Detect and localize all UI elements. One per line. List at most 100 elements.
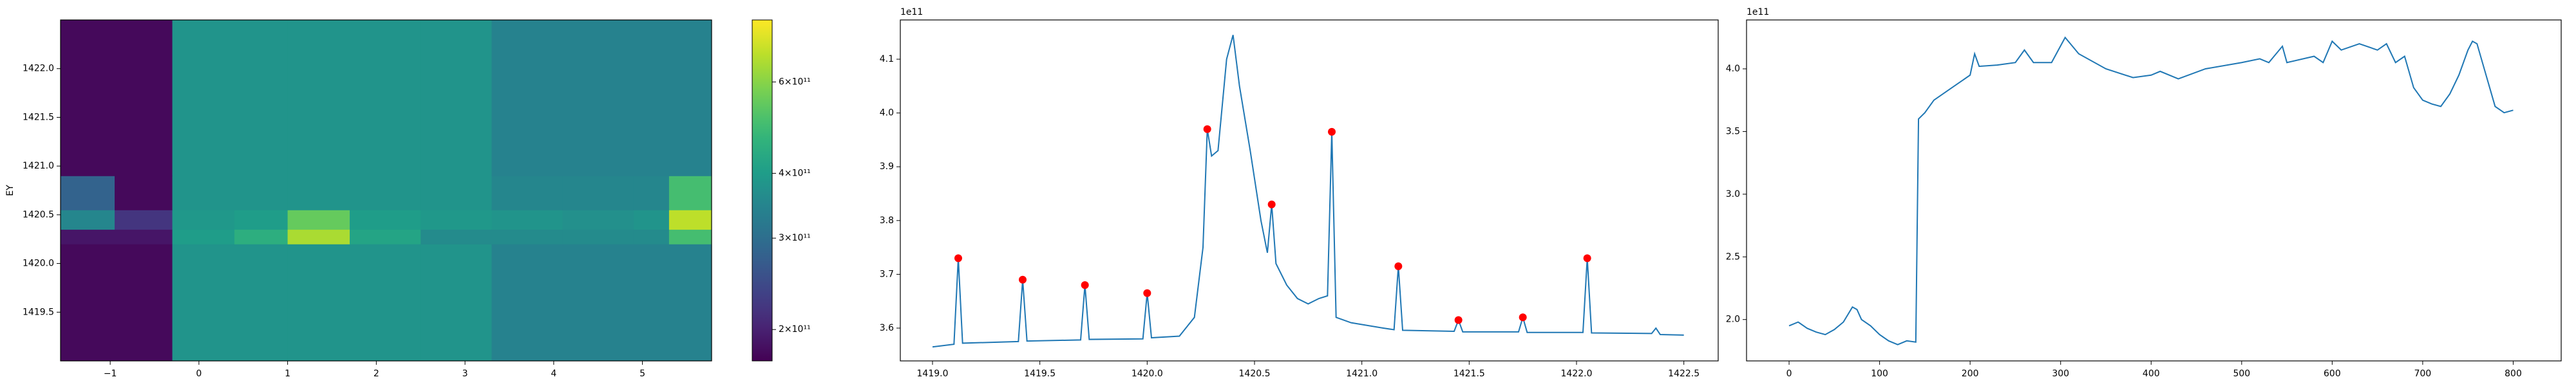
heatmap-cell [562,176,634,210]
heatmap-cell [350,176,421,210]
y-tick-label: 1421.5 [23,112,54,122]
line-series [1788,36,2514,345]
x-tick-label: 400 [2143,369,2160,379]
heatmap-cell [562,210,634,230]
peak-marker [1267,200,1276,208]
heatmap-cell [172,176,235,210]
peak-marker [954,254,962,262]
offset-text: 1e11 [1747,7,1769,17]
heatmap-cell [115,176,173,210]
heatmap-cell [287,20,350,176]
heatmap-cell [234,176,289,210]
x-tick-label: 500 [2233,369,2250,379]
heatmap-cell [61,176,115,210]
plot-frame [900,19,1719,362]
heatmap-cell [172,20,235,176]
heatmap-cell [115,20,173,176]
heatmap-cell [421,20,492,176]
heatmap-cell [350,20,421,176]
y-tick-label: 3.6 [880,323,894,333]
heatmap-cell [633,210,670,230]
y-tick-label: 1420.5 [23,210,54,220]
heatmap-cell [61,229,115,244]
heatmap-cell [115,229,173,244]
heatmap-cell [234,20,289,176]
x-tick-label: 5 [639,369,645,379]
x-tick-label: 200 [1962,369,1979,379]
heatmap-cell [350,210,421,230]
y-tick-label: 1419.5 [23,307,54,317]
peak-marker [1081,281,1089,290]
heatmap-cell [633,244,670,362]
heatmap-cell [668,244,712,362]
peak-marker [1454,316,1463,324]
heatmap-cell [668,229,712,244]
peak-marker [1583,254,1591,262]
heatmap-cell [115,210,173,230]
heatmap-cell [633,176,670,210]
y-tick-label: 1422.0 [23,64,54,74]
heatmap-cell [115,244,173,362]
heatmap-cell [287,176,350,210]
x-tick-label: 700 [2414,369,2432,379]
heatmap-cell [668,20,712,176]
heatmap-cell [234,229,289,244]
plot-frame [1746,19,2562,362]
x-tick-label: 1422.5 [1668,369,1700,379]
x-tick-label: 2 [374,369,379,379]
heatmap-cell [172,244,235,362]
heatmap-cell [172,210,235,230]
offset-text: 1e11 [900,7,923,17]
x-tick-label: 100 [1871,369,1888,379]
y-tick-label: 3.5 [1726,126,1740,136]
peak-marker [1328,127,1336,136]
heatmap-cell [562,229,634,244]
peak-marker [1519,313,1527,322]
heatmap-cell [61,244,115,362]
x-tick-label: 1422.0 [1561,369,1593,379]
heatmap-cell [491,176,564,210]
heatmap-cell [491,244,564,362]
heatmap-cell [562,20,634,176]
plot-frame [60,19,712,362]
heatmap-cell [421,210,492,230]
y-axis-label: EY [5,185,15,196]
heatmap-cell [668,210,712,230]
peak-marker [1019,275,1027,284]
y-tick-label: 3.8 [880,216,894,226]
x-tick-label: −1 [104,369,117,379]
x-tick-label: 1 [285,369,290,379]
heatmap-cell [287,244,350,362]
heatmap-cell [234,210,289,230]
heatmap-cell [562,244,634,362]
peak-marker [1143,289,1151,297]
x-tick-label: 0 [1786,369,1792,379]
y-tick-label: 2.5 [1726,252,1740,262]
y-tick-label: 1421.0 [23,161,54,171]
heatmap-cell [421,229,492,244]
x-tick-label: 0 [196,369,202,379]
x-tick-label: 300 [2052,369,2069,379]
heatmap-cell [287,229,350,244]
heatmap-cell [491,210,564,230]
heatmap-cell [633,229,670,244]
y-tick-label: 1420.0 [23,259,54,269]
heatmap-cell [61,20,115,176]
heatmap-cell [350,244,421,362]
heatmap-cell [350,229,421,244]
colorbar-tick-label: 2×10¹¹ [779,324,811,335]
heatmap-cell [491,229,564,244]
colorbar [752,19,773,362]
x-tick-label: 1421.5 [1454,369,1485,379]
heatmap-cell [633,20,670,176]
colorbar-tick-label: 3×10¹¹ [779,233,811,243]
heatmap-cell [668,176,712,210]
peak-marker [1203,125,1211,133]
x-tick-label: 1419.5 [1024,369,1056,379]
colorbar-tick-label: 6×10¹¹ [779,77,811,87]
y-tick-label: 4.0 [880,108,894,118]
x-tick-label: 800 [2505,369,2522,379]
x-tick-label: 3 [462,369,468,379]
heatmap-cell [421,176,492,210]
